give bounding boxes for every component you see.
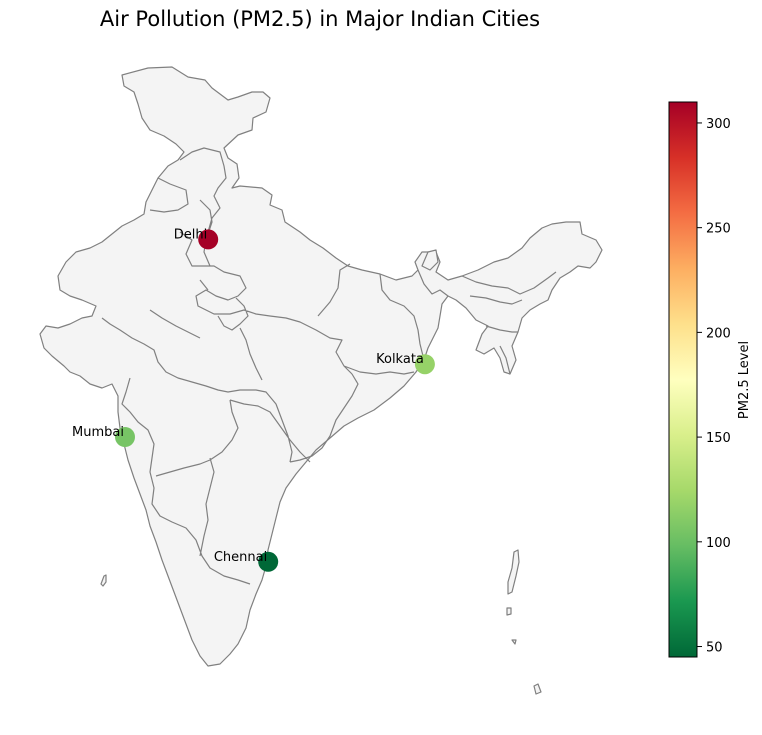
nicobar-island [533,683,542,695]
city-marker-delhi [198,229,219,250]
small-island [421,249,439,271]
lakshadweep [100,574,107,587]
colorbar-tick-label: 250 [706,222,731,237]
city-label-delhi: Delhi [174,227,207,242]
andaman-islands [507,549,520,595]
city-markers: Delhi Kolkata Mumbai Chennai [72,227,435,572]
colorbar-tick-label: 200 [706,326,731,341]
colorbar: 50 100 150 200 250 300 PM2.5 Level [668,101,752,658]
nicobar-islet [511,639,517,645]
city-label-mumbai: Mumbai [72,425,124,440]
colorbar-tick-label: 100 [706,536,731,551]
india-mainland [39,66,603,667]
colorbar-label: PM2.5 Level [737,341,752,419]
colorbar-tick-label: 300 [706,117,731,132]
city-marker-chennai [258,551,279,572]
city-label-kolkata: Kolkata [376,352,424,367]
colorbar-gradient [668,101,698,658]
city-label-chennai: Chennai [214,550,267,565]
map-title: Air Pollution (PM2.5) in Major Indian Ci… [100,7,540,31]
city-marker-mumbai [115,427,135,447]
andaman-islet [506,607,512,616]
india-map [39,66,603,695]
colorbar-tick-label: 50 [706,641,723,656]
colorbar-ticks: 50 100 150 200 250 300 [697,117,731,656]
colorbar-tick-label: 150 [706,431,731,446]
city-marker-kolkata [414,354,435,375]
